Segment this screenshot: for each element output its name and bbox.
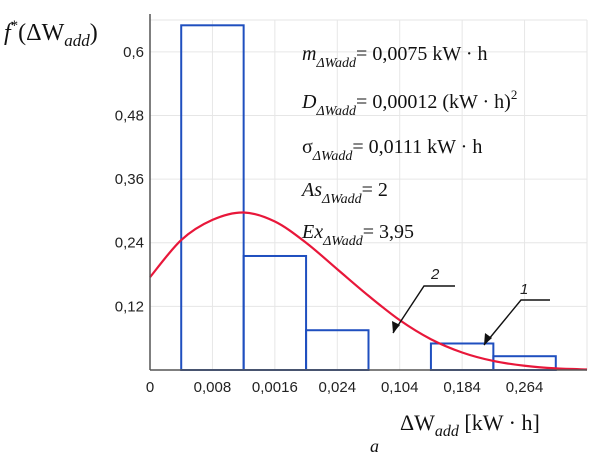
callout-line-2 <box>392 285 455 334</box>
x-axis-label: ΔWadd [kW · h] <box>400 410 540 440</box>
panel-label: a <box>370 436 379 456</box>
x-tick-label: 0,264 <box>506 379 544 396</box>
statistics-block: mΔWadd= 0,0075 kW · h DΔWadd= 0,00012 (k… <box>300 43 517 249</box>
callout-label-1: 1 <box>520 281 528 298</box>
y-tick-label: 0,12 <box>115 298 144 315</box>
x-tick-label: 0,0016 <box>252 379 298 396</box>
axes <box>149 14 587 371</box>
callout-arrow-2 <box>392 321 400 333</box>
callout-line-1 <box>483 299 550 346</box>
stat-excess: ExΔWadd= 3,95 <box>301 221 414 249</box>
x-tick-label: 0,184 <box>443 379 481 396</box>
y-tick-label: 0,36 <box>115 171 144 188</box>
grid <box>149 19 588 370</box>
x-tick-label: 0 <box>146 379 154 396</box>
x-tick-label: 0,104 <box>381 379 419 396</box>
x-tick-label: 0,008 <box>194 379 232 396</box>
stat-sigma: σΔWadd= 0,0111 kW · h <box>302 136 482 164</box>
y-tick-label: 0,24 <box>115 235 144 252</box>
y-tick-label: 0,6 <box>123 44 144 61</box>
callout-arrow-1 <box>484 333 492 345</box>
stat-variance: DΔWadd= 0,00012 (kW · h)2 <box>301 87 517 119</box>
x-tick-labels: 0 0,008 0,0016 0,024 0,104 0,184 0,264 <box>146 379 544 396</box>
y-tick-label: 0,48 <box>115 107 144 124</box>
y-tick-labels: 0,12 0,24 0,36 0,48 0,6 <box>115 44 144 316</box>
callout-label-2: 2 <box>430 266 440 283</box>
stat-asymmetry: AsΔWadd= 2 <box>300 179 388 207</box>
plot-background <box>150 20 587 370</box>
x-tick-label: 0,024 <box>319 379 357 396</box>
stat-mean: mΔWadd= 0,0075 kW · h <box>302 43 488 71</box>
fitted-curve <box>149 211 588 371</box>
y-axis-label: f*(ΔWadd) <box>4 18 98 50</box>
